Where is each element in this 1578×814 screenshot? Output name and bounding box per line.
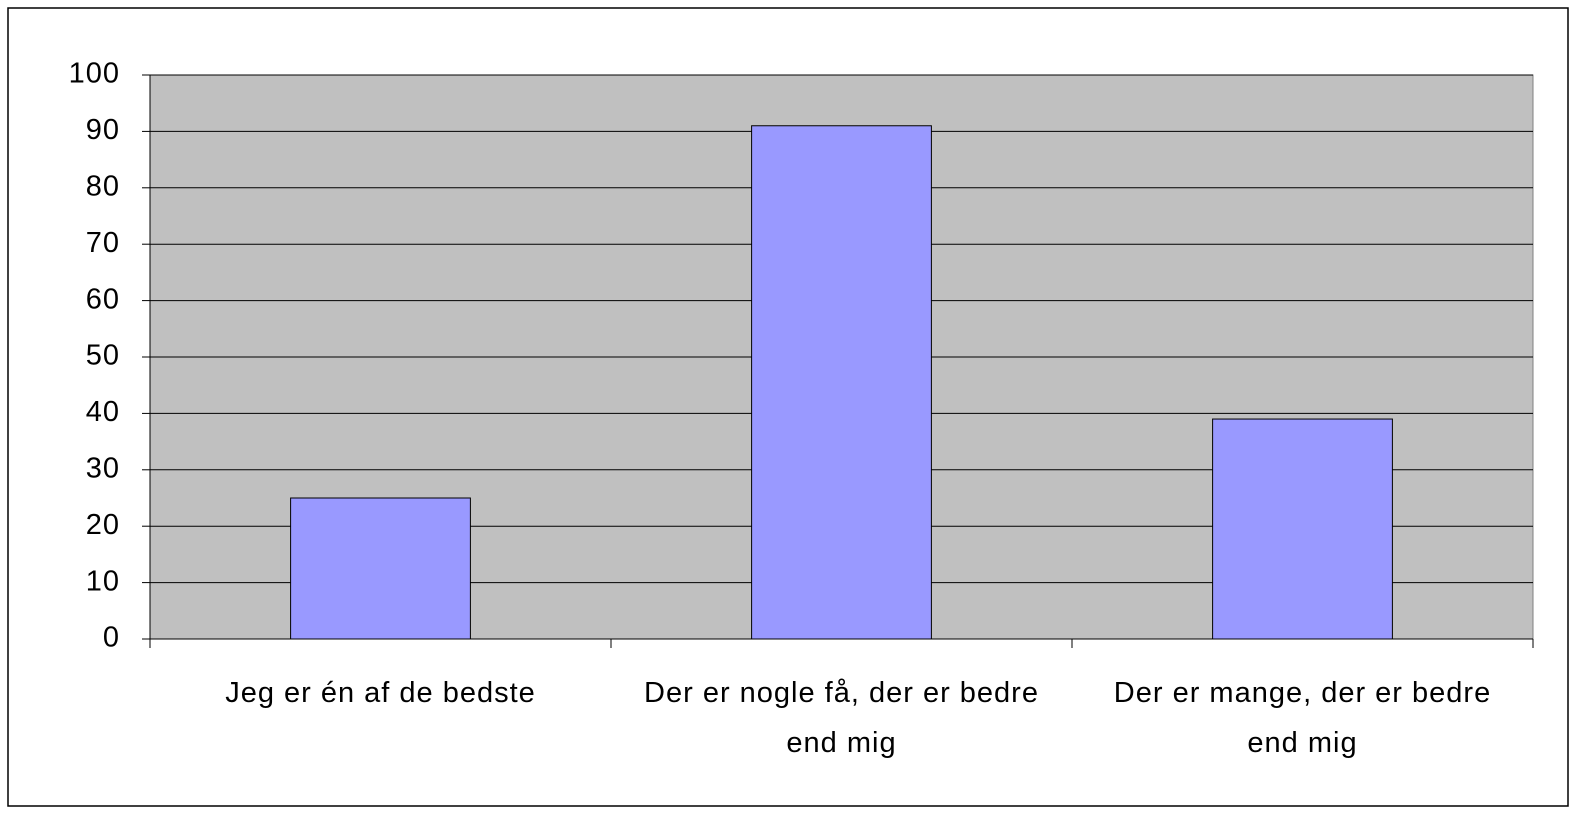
bar [751,125,932,640]
y-tick-label: 60 [86,283,120,315]
y-tick-label: 0 [103,622,120,654]
y-tick-label: 80 [86,170,120,202]
y-tick-label: 30 [86,452,120,484]
y-tick-label: 90 [86,114,120,146]
y-tick-label: 70 [86,227,120,259]
y-tick-label: 50 [86,340,120,372]
y-tick-label: 40 [86,396,120,428]
x-tick-label: Jeg er én af de bedste [225,677,536,709]
x-tick-label: Der er mange, der er bedre end mig [1113,677,1492,759]
y-tick-label: 10 [86,565,120,597]
y-tick-label: 100 [69,58,120,90]
bar [1212,418,1393,640]
y-tick-label: 20 [86,509,120,541]
bar [290,497,471,640]
x-tick-label: Der er nogle få, der er bedre end mig [644,677,1039,759]
